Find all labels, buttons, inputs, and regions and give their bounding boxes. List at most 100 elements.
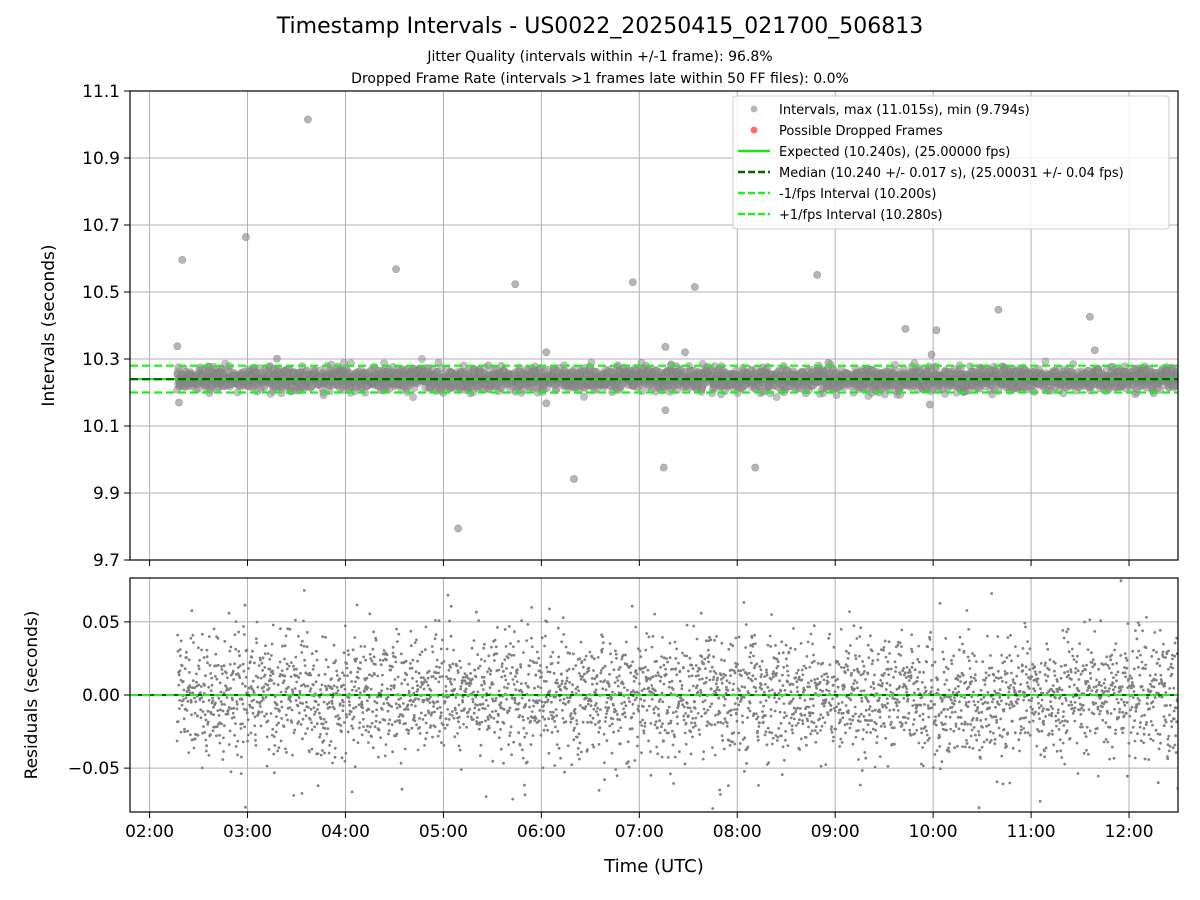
residual-point	[441, 723, 445, 727]
residual-point	[279, 700, 283, 704]
residual-point	[300, 684, 303, 687]
residual-point	[391, 645, 395, 649]
interval-outlier-point	[1085, 312, 1094, 321]
residual-point	[304, 684, 307, 688]
residual-point	[324, 684, 327, 688]
residual-point	[213, 675, 217, 678]
residual-point	[259, 724, 263, 728]
residual-point	[335, 685, 339, 689]
residual-point	[541, 766, 545, 770]
residual-point	[446, 677, 450, 681]
residual-point	[189, 700, 193, 704]
residual-point	[285, 662, 289, 666]
residual-point	[433, 637, 437, 641]
residual-point	[316, 752, 320, 755]
residual-point	[353, 765, 357, 769]
residual-point	[535, 650, 539, 654]
residual-point	[355, 657, 358, 661]
residual-point	[342, 721, 346, 724]
residual-point	[187, 658, 191, 662]
residual-point	[372, 655, 376, 659]
residual-point	[367, 730, 371, 734]
residual-point	[361, 711, 365, 714]
residual-point	[430, 711, 434, 715]
residual-point	[449, 604, 453, 608]
residual-point	[453, 678, 456, 681]
residual-point	[293, 687, 297, 690]
residual-point	[441, 675, 445, 678]
residual-point	[500, 675, 504, 679]
residual-point	[255, 700, 259, 704]
residual-point	[223, 639, 227, 643]
residual-point	[440, 741, 443, 745]
residual-point	[267, 687, 271, 690]
residual-point	[287, 664, 291, 668]
residual-point	[460, 681, 464, 685]
residual-point	[483, 642, 486, 646]
residual-point	[357, 687, 361, 690]
residual-point	[449, 634, 453, 638]
residual-point	[437, 619, 441, 623]
residual-point	[270, 733, 274, 737]
residual-point	[468, 684, 471, 687]
residual-point	[179, 639, 183, 643]
residual-point	[386, 695, 390, 699]
residual-point	[383, 754, 387, 758]
residual-point	[276, 749, 280, 753]
residual-point	[369, 687, 373, 691]
residual-point	[483, 682, 486, 686]
residual-point	[481, 706, 485, 710]
residual-point	[334, 715, 338, 718]
residual-point	[453, 687, 457, 691]
residual-point	[321, 749, 324, 752]
residual-point	[519, 665, 523, 669]
residual-point	[263, 652, 267, 656]
residual-point	[233, 662, 237, 666]
residual-point	[459, 666, 463, 669]
residual-point	[245, 711, 249, 715]
residual-point	[479, 658, 483, 661]
residual-point	[527, 698, 531, 702]
residual-point	[256, 676, 260, 679]
residual-point	[443, 700, 447, 703]
residual-point	[311, 667, 315, 671]
residual-point	[222, 664, 226, 668]
residual-point	[256, 685, 260, 689]
residual-point	[542, 704, 546, 707]
residual-point	[419, 711, 423, 715]
residual-point	[514, 708, 518, 711]
residual-point	[243, 725, 247, 729]
residual-point	[246, 718, 250, 722]
residual-point	[342, 683, 345, 687]
interval-outlier-point	[304, 115, 312, 124]
residual-point	[212, 713, 216, 717]
residual-point	[340, 756, 344, 760]
residual-point	[460, 679, 464, 683]
residual-point	[265, 712, 268, 716]
residual-point	[368, 652, 372, 656]
residual-point	[246, 739, 249, 743]
residual-point	[299, 701, 302, 705]
residual-point	[389, 688, 393, 691]
residual-point	[189, 636, 193, 640]
residual-point	[521, 748, 524, 752]
residual-point	[470, 646, 474, 650]
residual-point	[476, 703, 479, 707]
residual-point	[394, 660, 398, 664]
residual-point	[514, 688, 518, 692]
residual-point	[376, 674, 380, 678]
residual-point	[391, 665, 394, 669]
residual-point	[331, 695, 335, 699]
residual-point	[321, 722, 325, 726]
chart-title: Timestamp Intervals - US0022_20250415_02…	[276, 14, 924, 39]
residual-point	[348, 700, 351, 703]
residual-point	[482, 679, 486, 683]
residual-point	[288, 627, 292, 631]
residual-point	[397, 715, 401, 718]
residual-point	[180, 664, 184, 668]
interval-outlier-point	[454, 524, 463, 533]
residual-point	[542, 709, 545, 713]
residual-point	[380, 708, 384, 711]
residual-point	[535, 699, 538, 703]
residual-point	[380, 689, 384, 693]
